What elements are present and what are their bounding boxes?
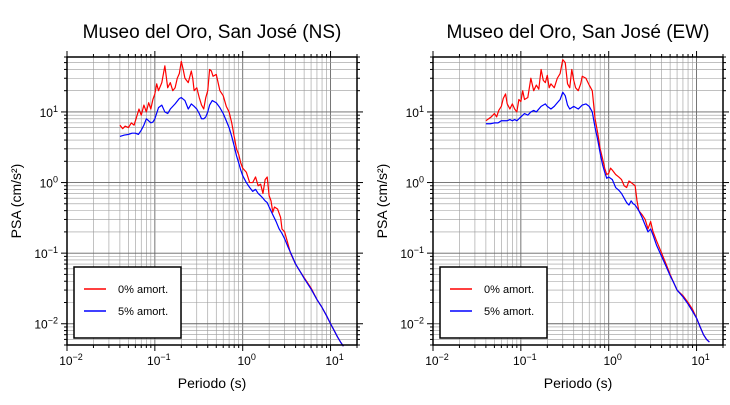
axis-ticks <box>427 51 729 351</box>
chart-panel-0: 10−2 10−1 100 101 10−2 10−1 100 101 Museo del Or… <box>8 22 363 391</box>
series-line-1 <box>485 91 710 343</box>
y-tick-label: 10−1 <box>400 245 424 261</box>
x-tick-label: 101 <box>325 352 343 368</box>
legend-label-1: 5% amort. <box>484 306 534 318</box>
x-axis-label: Periodo (s) <box>544 375 612 391</box>
y-tick-label: 100 <box>40 175 58 191</box>
legend-label-0: 0% amort. <box>118 284 168 296</box>
series-line-0 <box>119 60 344 347</box>
legend: 0% amort. 5% amort. <box>439 266 548 339</box>
y-tick-label: 10−2 <box>400 316 424 332</box>
plot-frame <box>66 56 358 346</box>
y-axis-label: PSA (cm/s²) <box>8 164 24 239</box>
x-axis-label: Periodo (s) <box>178 375 246 391</box>
legend-label-0: 0% amort. <box>484 284 534 296</box>
grid <box>66 56 358 346</box>
x-tick-label: 10−1 <box>147 352 171 368</box>
legend-label-1: 5% amort. <box>118 306 168 318</box>
y-tick-label: 101 <box>40 104 58 120</box>
legend: 0% amort. 5% amort. <box>73 266 182 339</box>
y-tick-label: 10−2 <box>34 316 58 332</box>
y-axis-label: PSA (cm/s²) <box>374 164 390 239</box>
x-tick-label: 101 <box>691 352 709 368</box>
plot-frame <box>432 56 724 346</box>
y-tick-label: 10−1 <box>34 245 58 261</box>
y-tick-label: 101 <box>406 104 424 120</box>
x-tick-label: 100 <box>604 352 622 368</box>
axis-ticks <box>61 51 363 351</box>
y-tick-label: 100 <box>406 175 424 191</box>
legend-box <box>73 266 182 339</box>
legend-box <box>439 266 548 339</box>
series-line-1 <box>119 96 344 347</box>
series-line-0 <box>485 59 710 343</box>
chart-title: Museo del Oro, San José (NS) <box>83 22 342 43</box>
x-tick-label: 10−2 <box>425 352 449 368</box>
chart-title: Museo del Oro, San José (EW) <box>447 22 710 43</box>
chart-panel-1: 10−2 10−1 100 101 10−2 10−1 100 101 Museo del Or… <box>374 22 729 391</box>
x-tick-label: 100 <box>238 352 256 368</box>
x-tick-label: 10−2 <box>59 352 83 368</box>
x-tick-label: 10−1 <box>513 352 537 368</box>
